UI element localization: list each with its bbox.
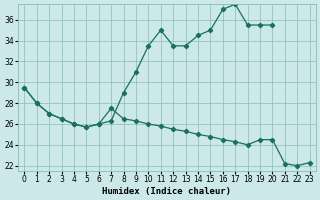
X-axis label: Humidex (Indice chaleur): Humidex (Indice chaleur): [102, 187, 231, 196]
